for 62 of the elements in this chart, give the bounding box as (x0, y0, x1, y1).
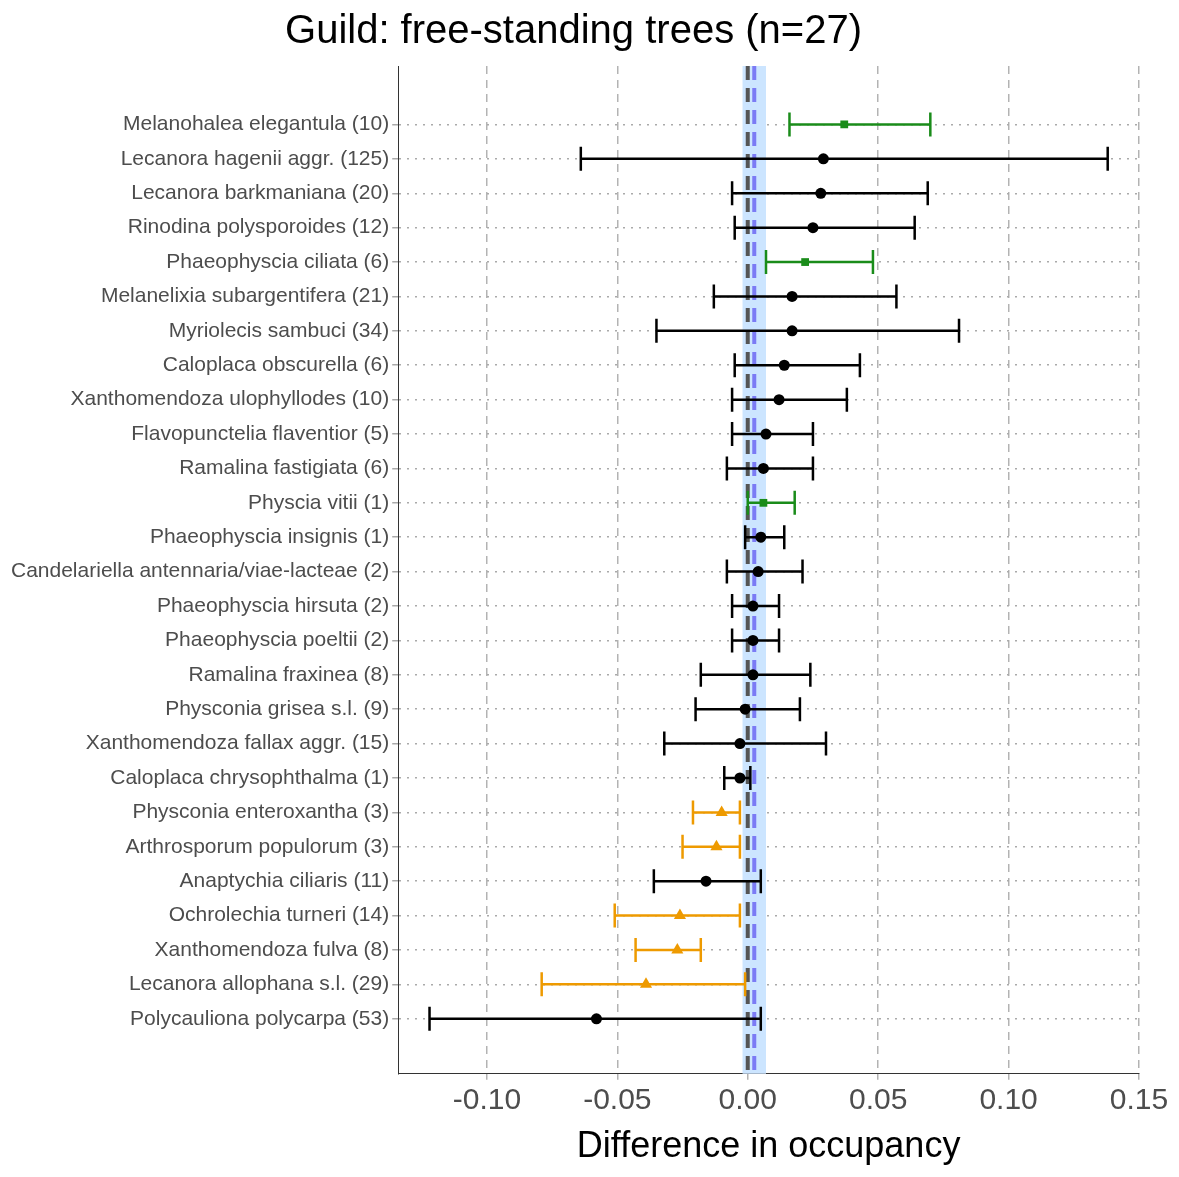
chart-title: Guild: free-standing trees (n=27) (285, 7, 862, 52)
y-tick-label: Physconia enteroxantha (3) (132, 799, 390, 823)
x-tick-label: 0.05 (848, 1082, 908, 1116)
y-tick-label: Phaeophyscia poeltii (2) (165, 627, 390, 651)
point (786, 325, 798, 337)
y-tick-label: Lecanora barkmaniana (20) (131, 180, 390, 204)
point (700, 875, 712, 887)
y-tick-label: Flavopunctelia flaventior (5) (131, 420, 390, 444)
y-tick-label: Phaeophyscia ciliata (6) (166, 248, 390, 272)
point (757, 462, 769, 474)
y-tick-label: Physconia grisea s.l. (9) (165, 696, 390, 719)
point (817, 153, 829, 165)
x-tick-label: -0.05 (583, 1082, 652, 1116)
point (673, 908, 686, 920)
point (778, 359, 790, 371)
point (773, 394, 785, 406)
point (815, 187, 827, 199)
point (747, 634, 759, 646)
point (739, 703, 751, 715)
y-tick-label: Candelariella antennaria/viae-lacteae (2) (10, 558, 390, 582)
y-tick-label: Rinodina polysporoides (12) (127, 214, 390, 238)
y-tick-label: Melanelixia subargentifera (21) (100, 283, 390, 307)
point (671, 942, 684, 954)
point (590, 1013, 602, 1025)
point (840, 120, 849, 129)
y-tick-label: Melanohalea elegantula (10) (123, 111, 390, 135)
y-tick-label: Ramalina fraxinea (8) (188, 661, 390, 685)
point (734, 738, 746, 750)
x-tick-label: 0.10 (979, 1082, 1038, 1116)
x-tick-label: 0.15 (1109, 1082, 1169, 1116)
point (760, 428, 772, 440)
point (801, 258, 810, 266)
x-axis-title: Difference in occupancy (576, 1124, 961, 1166)
y-tick-label: Physcia vitii (1) (248, 489, 390, 513)
y-tick-label: Phaeophyscia hirsuta (2) (156, 592, 390, 616)
point (752, 566, 764, 578)
y-tick-label: Anaptychia ciliaris (11) (179, 867, 390, 891)
x-tick-label: 0.00 (718, 1082, 777, 1116)
point (755, 531, 767, 543)
point (759, 498, 768, 507)
y-tick-label: Xanthomendoza fulva (8) (154, 936, 390, 960)
y-tick-label: Caloplaca obscurella (6) (162, 352, 390, 376)
y-tick-label: Polycauliona polycarpa (53) (130, 1005, 390, 1029)
point (747, 600, 759, 612)
y-tick-label: Arthrosporum populorum (3) (125, 833, 390, 857)
point (639, 977, 653, 988)
y-tick-label: Ramalina fastigiata (6) (179, 455, 390, 479)
y-tick-label: Lecanora allophana s.l. (29) (128, 971, 390, 995)
y-tick-label: Lecanora hagenii aggr. (125) (120, 145, 390, 169)
y-tick-label: Caloplaca chrysophthalma (1) (110, 764, 390, 788)
point (734, 772, 746, 784)
point (786, 290, 798, 302)
y-tick-label: Xanthomendoza fallax aggr. (15) (85, 730, 390, 754)
y-tick-label: Ochrolechia turneri (14) (168, 902, 390, 926)
x-tick-label: -0.10 (452, 1082, 522, 1116)
point (710, 839, 723, 851)
y-tick-label: Phaeophyscia insignis (1) (149, 524, 390, 548)
point (747, 669, 759, 681)
point (715, 805, 728, 816)
point (807, 222, 819, 234)
y-tick-label: Xanthomendoza ulophyllodes (10) (70, 386, 390, 410)
y-tick-label: Myriolecis sambuci (34) (168, 317, 390, 341)
